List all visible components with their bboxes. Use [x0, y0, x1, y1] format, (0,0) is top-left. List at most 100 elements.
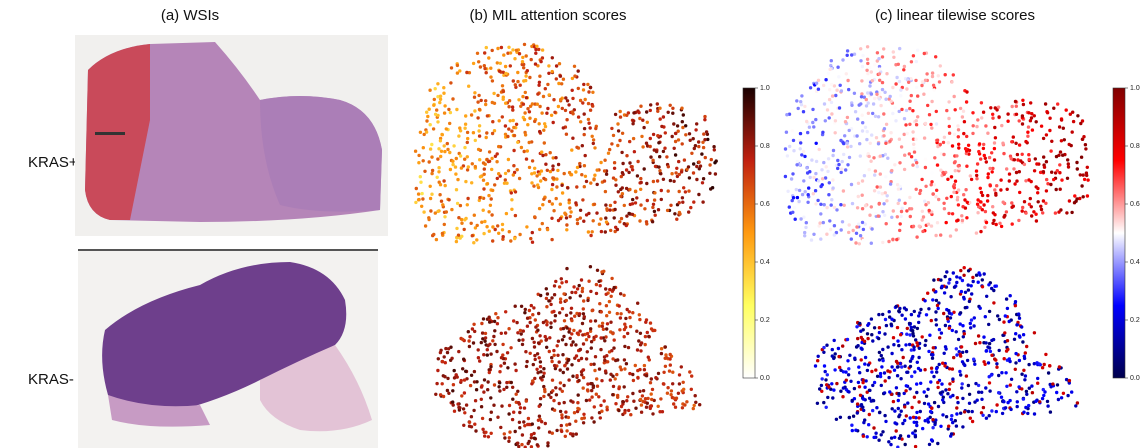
- tile-dot: [628, 140, 631, 143]
- tile-dot: [490, 411, 493, 414]
- tile-dot: [966, 359, 969, 362]
- tile-dot: [973, 316, 976, 319]
- tile-dot: [803, 234, 806, 237]
- tile-dot: [868, 397, 871, 400]
- tile-dot: [545, 305, 548, 308]
- tile-dot: [795, 163, 798, 166]
- tile-dot: [864, 204, 867, 207]
- tile-dot: [629, 325, 632, 328]
- tile-dot: [680, 170, 683, 173]
- tile-dot: [1011, 105, 1014, 108]
- tile-dot: [786, 154, 789, 157]
- tile-dot: [482, 390, 485, 393]
- tile-dot: [1023, 200, 1026, 203]
- tile-dot: [484, 99, 487, 102]
- tile-dot: [443, 223, 446, 226]
- tile-dot: [923, 299, 926, 302]
- tile-dot: [456, 375, 459, 378]
- tile-dot: [611, 332, 614, 335]
- tile-dot: [897, 399, 900, 402]
- tile-dot: [938, 336, 941, 339]
- tile-dot: [599, 217, 602, 220]
- tile-dot: [463, 218, 466, 221]
- tile-dot: [1044, 102, 1047, 105]
- tile-dot: [620, 151, 623, 154]
- tile-dot: [544, 153, 547, 156]
- tile-dot: [556, 354, 559, 357]
- tile-dot: [485, 71, 488, 74]
- tile-dot: [831, 154, 834, 157]
- tile-dot: [563, 172, 566, 175]
- tile-dot: [613, 208, 616, 211]
- tile-dot: [535, 368, 538, 371]
- tile-dot: [660, 347, 663, 350]
- tile-dot: [935, 367, 938, 370]
- tile-dot: [900, 314, 903, 317]
- tile-dot: [872, 436, 875, 439]
- tile-dot: [657, 165, 660, 168]
- tile-dot: [506, 135, 509, 138]
- tile-dot: [962, 335, 965, 338]
- tile-dot: [639, 177, 642, 180]
- tile-dot: [967, 269, 970, 272]
- tile-dot: [551, 183, 554, 186]
- tile-dot: [589, 363, 592, 366]
- tile-dot: [873, 381, 876, 384]
- tile-dot: [602, 328, 605, 331]
- tile-dot: [918, 225, 921, 228]
- tile-dot: [550, 360, 553, 363]
- tile-dot: [984, 386, 987, 389]
- tile-dot: [657, 372, 660, 375]
- tile-dot: [809, 176, 812, 179]
- tile-dot: [480, 385, 483, 388]
- column-title: (b) MIL attention scores: [469, 7, 626, 24]
- tile-dot: [1060, 118, 1063, 121]
- tile-dot: [1049, 149, 1052, 152]
- tile-dot: [1015, 105, 1018, 108]
- tile-dot: [552, 399, 555, 402]
- tile-dot: [831, 396, 834, 399]
- tile-dot: [516, 80, 519, 83]
- tile-dot: [701, 200, 704, 203]
- tile-dot: [513, 237, 516, 240]
- tile-dot: [578, 162, 581, 165]
- tile-dot: [688, 370, 691, 373]
- tile-dot: [1025, 345, 1028, 348]
- tile-dot: [855, 325, 858, 328]
- tile-dot: [642, 126, 645, 129]
- tile-dot: [516, 71, 519, 74]
- tile-dot: [862, 397, 865, 400]
- tile-dot: [904, 443, 907, 446]
- tile-dot: [485, 136, 488, 139]
- tile-dot: [651, 220, 654, 223]
- tile-dot: [864, 126, 867, 129]
- tile-dot: [996, 314, 999, 317]
- tile-dot: [447, 108, 450, 111]
- tile-dot: [489, 75, 492, 78]
- tile-dot: [930, 224, 933, 227]
- tile-dot: [523, 424, 526, 427]
- tile-dot: [1028, 387, 1031, 390]
- tile-dot: [1024, 211, 1027, 214]
- tile-dot: [884, 191, 887, 194]
- tile-dot: [897, 309, 900, 312]
- tile-dot: [504, 124, 507, 127]
- tile-dot: [613, 167, 616, 170]
- tile-dot: [984, 210, 987, 213]
- tile-dot: [945, 270, 948, 273]
- tile-dot: [902, 68, 905, 71]
- tile-dot: [909, 416, 912, 419]
- tile-dot: [857, 381, 860, 384]
- tile-dot: [865, 98, 868, 101]
- tile-dot: [539, 60, 542, 63]
- tile-dot: [880, 433, 883, 436]
- tile-dot: [826, 170, 829, 173]
- tile-dot: [628, 372, 631, 375]
- tile-dot: [874, 212, 877, 215]
- tile-dot: [812, 233, 815, 236]
- tile-dot: [865, 104, 868, 107]
- tile-dot: [890, 323, 893, 326]
- tile-dot: [513, 134, 516, 137]
- tile-dot: [897, 63, 900, 66]
- tile-dot: [1045, 160, 1048, 163]
